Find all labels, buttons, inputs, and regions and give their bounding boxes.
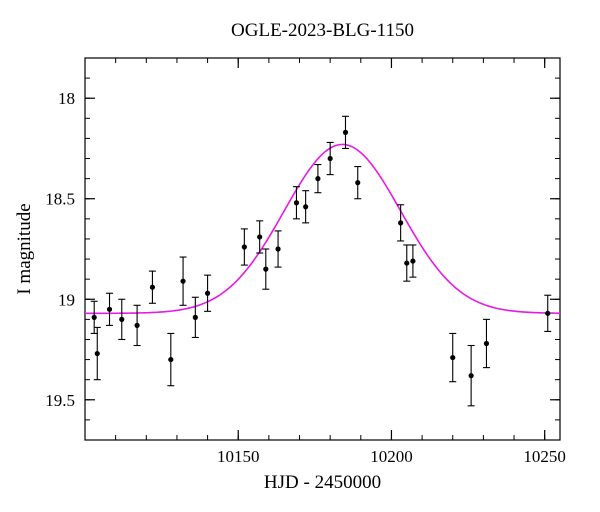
data-point: [343, 130, 348, 135]
x-tick-label: 10250: [523, 447, 566, 466]
data-point: [242, 244, 247, 249]
y-tick-label: 19.5: [45, 391, 75, 410]
data-point: [294, 200, 299, 205]
data-point: [193, 315, 198, 320]
x-axis-label: HJD - 2450000: [264, 472, 381, 493]
data-point: [410, 258, 415, 263]
chart-title: OGLE-2023-BLG-1150: [231, 20, 414, 41]
y-tick-label: 18: [58, 89, 75, 108]
data-point: [180, 279, 185, 284]
data-point: [134, 323, 139, 328]
y-tick-label: 18.5: [45, 190, 75, 209]
data-point: [398, 220, 403, 225]
data-point: [450, 355, 455, 360]
data-point: [315, 176, 320, 181]
data-point: [205, 291, 210, 296]
x-tick-label: 10150: [217, 447, 260, 466]
x-tick-label: 10200: [370, 447, 413, 466]
data-point: [469, 373, 474, 378]
data-point: [275, 246, 280, 251]
y-axis-label: I magnitude: [14, 203, 35, 294]
data-point: [119, 317, 124, 322]
data-point: [355, 180, 360, 185]
data-point: [92, 315, 97, 320]
data-point: [328, 156, 333, 161]
data-point: [95, 351, 100, 356]
data-point: [263, 267, 268, 272]
data-point: [545, 311, 550, 316]
data-point: [168, 357, 173, 362]
lightcurve-chart: OGLE-2023-BLG-1150 10150 10200 10250 18 18.5 1…: [0, 0, 600, 512]
data-point: [484, 341, 489, 346]
chart-svg: OGLE-2023-BLG-1150 10150 10200 10250 18 18.5 1…: [0, 0, 600, 512]
data-point: [107, 307, 112, 312]
data-point: [150, 285, 155, 290]
data-point: [404, 260, 409, 265]
data-point: [303, 204, 308, 209]
data-point: [257, 234, 262, 239]
y-tick-label: 19: [58, 290, 75, 309]
